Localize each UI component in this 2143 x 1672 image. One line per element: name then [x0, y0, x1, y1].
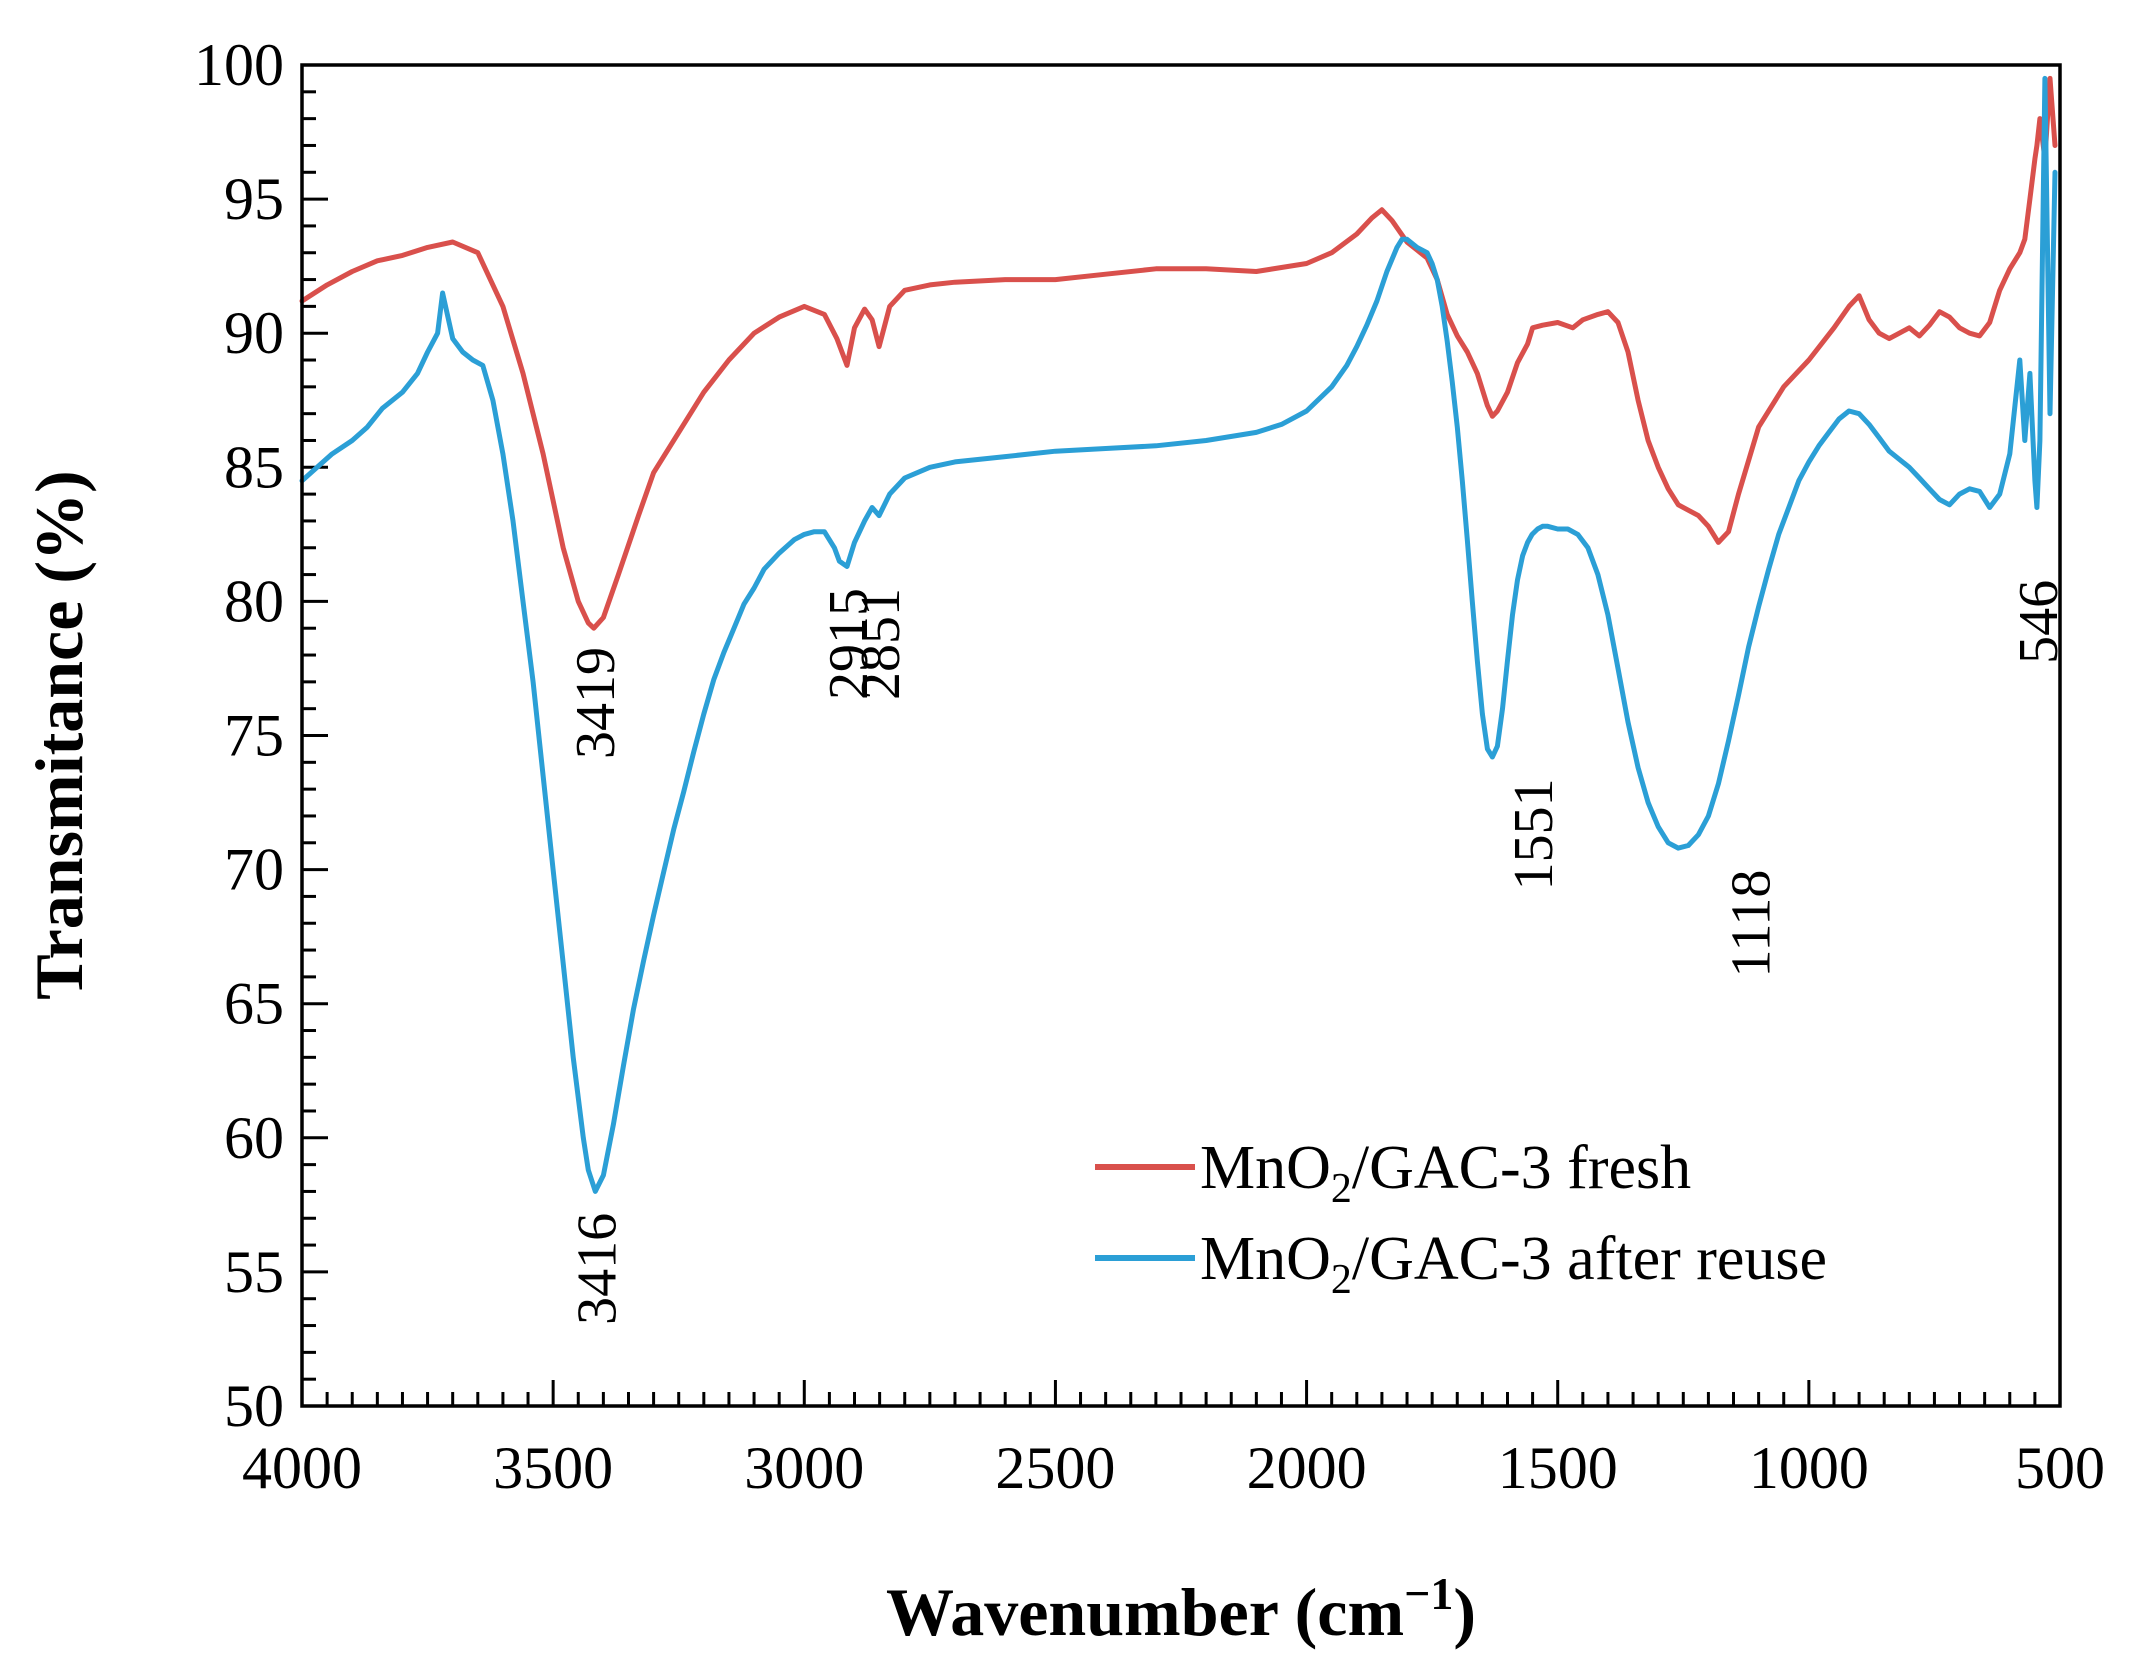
x-tick-label: 1500: [1498, 1435, 1618, 1501]
x-tick-label: 500: [2015, 1435, 2105, 1501]
y-tick-label: 80: [224, 568, 284, 634]
y-tick-labels: 50 55 60 65 70 75 80 85 90 95 100: [194, 32, 284, 1439]
y-tick-label: 95: [224, 166, 284, 232]
peak-label-1118: 1118: [1721, 870, 1783, 978]
peak-label-3416: 3416: [566, 1213, 628, 1325]
peak-label-1551: 1551: [1503, 778, 1565, 890]
peak-label-546: 546: [2008, 580, 2070, 664]
legend-item-fresh: MnO2/GAC-3 fresh: [1095, 1134, 1691, 1212]
y-tick-label: 50: [224, 1373, 284, 1439]
y-tick-label: 100: [194, 32, 284, 98]
y-tick-label: 90: [224, 300, 284, 366]
x-tick-label: 3000: [744, 1435, 864, 1501]
series-line-fresh: [302, 78, 2055, 628]
series-layer: [302, 78, 2055, 1191]
y-axis-ticks: [302, 65, 328, 1406]
legend-item-after-reuse: MnO2/GAC-3 after reuse: [1095, 1225, 1827, 1303]
x-tick-label: 2000: [1247, 1435, 1367, 1501]
y-tick-label: 65: [224, 971, 284, 1037]
legend-label-fresh: MnO2/GAC-3 fresh: [1200, 1134, 1691, 1212]
x-tick-labels: 4000 3500 3000 2500 2000 1500 1000 500: [242, 1435, 2105, 1501]
y-tick-label: 75: [224, 703, 284, 769]
peak-label-3419: 3419: [565, 647, 627, 759]
y-tick-label: 85: [224, 434, 284, 500]
y-tick-label: 60: [224, 1105, 284, 1171]
series-line-after-reuse: [302, 78, 2055, 1191]
x-tick-label: 4000: [242, 1435, 362, 1501]
x-tick-label: 1000: [1749, 1435, 1869, 1501]
legend: MnO2/GAC-3 fresh MnO2/GAC-3 after reuse: [1095, 1134, 1827, 1303]
peak-label-2851: 2851: [850, 588, 912, 700]
ftir-chart: 4000 3500 3000 2500 2000 1500 1000 500 50 55 60 65…: [0, 0, 2143, 1672]
legend-label-after-reuse: MnO2/GAC-3 after reuse: [1200, 1225, 1827, 1303]
y-axis-title: Transmitance (%): [21, 470, 97, 999]
x-tick-label: 3500: [493, 1435, 613, 1501]
y-tick-label: 55: [224, 1239, 284, 1305]
x-tick-label: 2500: [995, 1435, 1115, 1501]
x-axis-title: Wavenumber (cm−1): [886, 1568, 1476, 1650]
y-tick-label: 70: [224, 837, 284, 903]
x-axis-ticks: [302, 1380, 2060, 1406]
